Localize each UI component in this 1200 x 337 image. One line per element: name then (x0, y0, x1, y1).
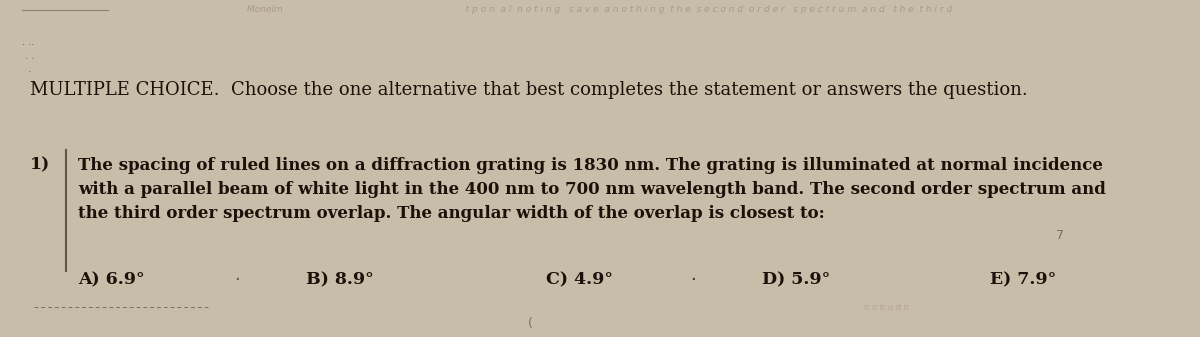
Text: The spacing of ruled lines on a diffraction grating is 1830 nm. The grating is i: The spacing of ruled lines on a diffract… (78, 157, 1106, 222)
Text: MULTIPLE CHOICE.  Choose the one alternative that best completes the statement o: MULTIPLE CHOICE. Choose the one alternat… (30, 81, 1027, 99)
Text: Monelm                     t p o n  a l  n o t i n g   s a v e  a n o t h i n g : Monelm t p o n a l n o t i n g s a v e a… (247, 5, 953, 14)
Text: ·: · (690, 271, 696, 289)
Text: ·: · (234, 271, 240, 289)
Text: D) 5.9°: D) 5.9° (762, 271, 830, 288)
Text: (: ( (528, 317, 533, 330)
Text: C) 4.9°: C) 4.9° (546, 271, 613, 288)
Text: B) 8.9°: B) 8.9° (306, 271, 373, 288)
Text: · ··
 · ·
  ·: · ·· · · · (22, 40, 34, 77)
Text: E) 7.9°: E) 7.9° (990, 271, 1056, 288)
Text: 1): 1) (30, 157, 50, 174)
Text: A) 6.9°: A) 6.9° (78, 271, 145, 288)
Text: n o b u d n: n o b u d n (864, 303, 910, 312)
Text: 7: 7 (1056, 229, 1064, 242)
